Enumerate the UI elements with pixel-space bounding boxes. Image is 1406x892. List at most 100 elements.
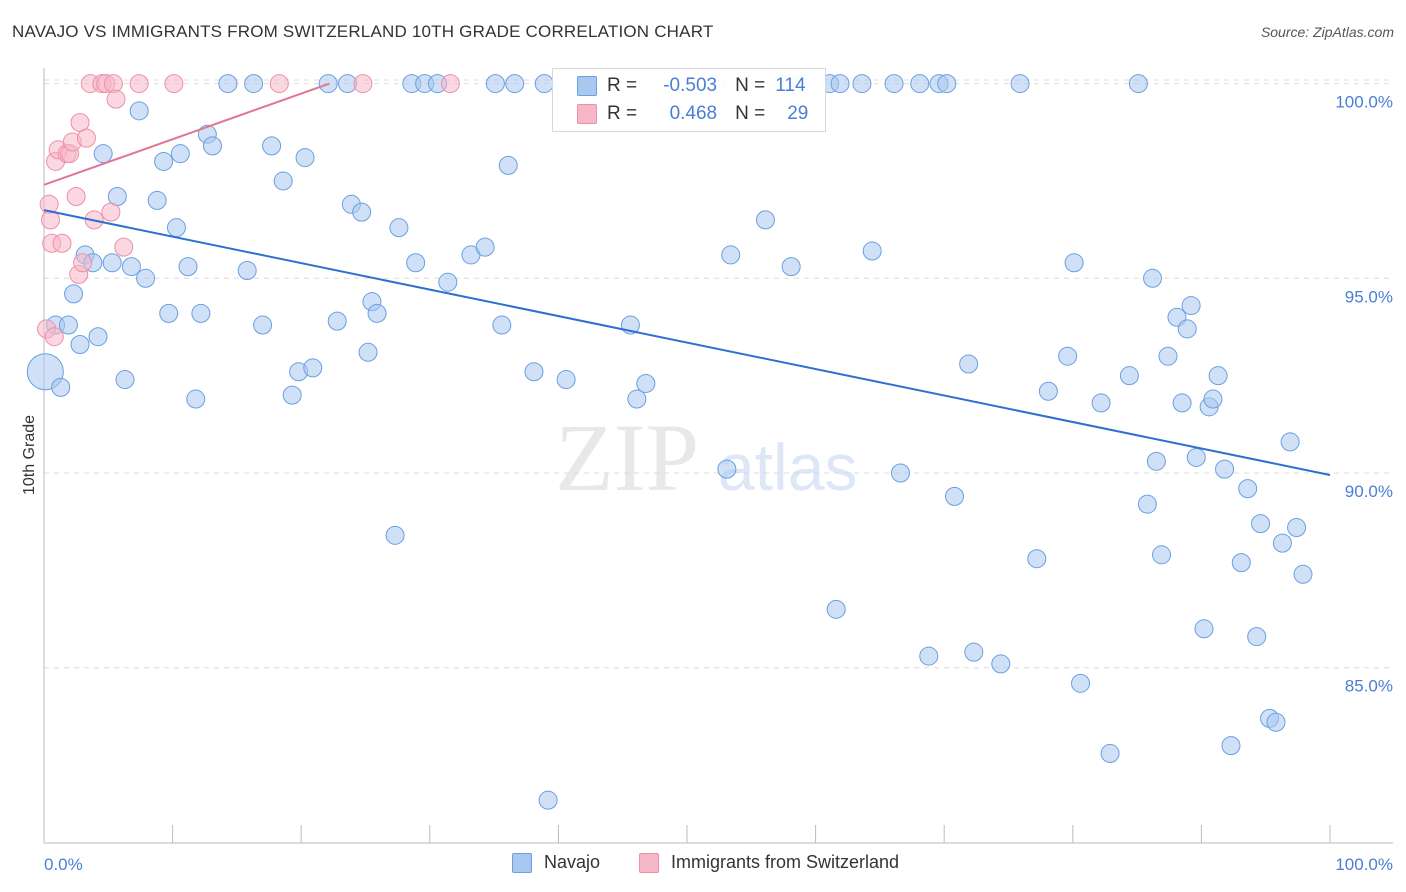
navajo-point (1238, 479, 1258, 499)
navajo-point (88, 327, 108, 347)
navajo-r-value: -0.503 (663, 75, 718, 96)
navajo-point (1272, 533, 1292, 553)
swiss-trend-line (43, 82, 330, 186)
navajo-point (178, 257, 198, 277)
legend-item-navajo[interactable]: Navajo (512, 852, 600, 873)
navajo-point (191, 303, 211, 323)
legend-row-swiss: R = 0.468 N = 29 (577, 101, 808, 127)
swiss-point (73, 253, 93, 273)
navajo-point (237, 261, 257, 281)
navajo-point (129, 101, 149, 121)
navajo-point (1287, 518, 1307, 538)
navajo-point (937, 74, 957, 94)
navajo-point (755, 210, 775, 230)
navajo-point (959, 354, 979, 374)
swiss-point (440, 74, 460, 94)
navajo-point (1158, 346, 1178, 366)
navajo-point (1181, 296, 1201, 316)
navajo-point (826, 599, 846, 619)
navajo-point (636, 373, 656, 393)
navajo-point (1208, 366, 1228, 386)
navajo-point (1203, 389, 1223, 409)
navajo-point (121, 257, 141, 277)
y-tick-label: 95.0% (1345, 287, 1393, 306)
navajo-trend-line (43, 209, 1331, 476)
navajo-point (498, 155, 518, 175)
swiss-point (106, 89, 126, 109)
swiss-r-label: R = (607, 103, 638, 124)
navajo-point (1058, 346, 1078, 366)
navajo-point (1010, 74, 1030, 94)
navajo-point (1186, 447, 1206, 467)
navajo-point (1293, 564, 1313, 584)
watermark-atlas: atlas (718, 430, 857, 504)
navajo-point (389, 218, 409, 238)
navajo-point (910, 74, 930, 94)
swiss-point (66, 187, 86, 207)
swiss-point (269, 74, 289, 94)
y-tick-label: 100.0% (1335, 93, 1393, 112)
swiss-point (129, 74, 149, 94)
navajo-point (406, 253, 426, 273)
navajo-point (919, 646, 939, 666)
navajo-point (1027, 549, 1047, 569)
navajo-point (327, 311, 347, 331)
correlation-legend: R = -0.503 N = 114 R = 0.468 N = 29 (552, 68, 826, 132)
navajo-point (944, 486, 964, 506)
navajo-point (1038, 381, 1058, 401)
gridlines (44, 79, 1393, 669)
swiss-point (103, 74, 123, 94)
navajo-point (1247, 627, 1267, 647)
navajo-point (147, 190, 167, 210)
legend-navajo-label: Navajo (544, 852, 601, 872)
navajo-point (1221, 736, 1241, 756)
source-label: Source: ZipAtlas.com (1260, 24, 1394, 40)
navajo-point (505, 74, 525, 94)
navajo-point (303, 358, 323, 378)
navajo-point (1280, 432, 1300, 452)
data-points (26, 74, 1313, 810)
navajo-point (492, 315, 512, 335)
navajo-point (358, 342, 378, 362)
navajo-point (485, 74, 505, 94)
navajo-n-label: N = (735, 75, 766, 96)
swiss-point (114, 237, 134, 257)
navajo-point (1172, 393, 1192, 413)
navajo-point (244, 74, 264, 94)
navajo-point (991, 654, 1011, 674)
navajo-point (1251, 514, 1271, 534)
navajo-point (1266, 712, 1286, 732)
navajo-point (534, 74, 554, 94)
navajo-point (218, 74, 238, 94)
legend-swiss-swatch (639, 852, 659, 873)
swiss-n-label: N = (735, 103, 766, 124)
navajo-point (64, 284, 84, 304)
navajo-point (253, 315, 273, 335)
navajo-point (166, 218, 186, 238)
navajo-point (1194, 619, 1214, 639)
navajo-point (1071, 673, 1091, 693)
series-legend: Navajo Immigrants from Switzerland (0, 852, 1406, 878)
navajo-point (136, 268, 156, 288)
watermark-zip: ZIP (555, 404, 699, 511)
navajo-point (721, 245, 741, 265)
swiss-point (52, 233, 72, 253)
navajo-point (58, 315, 78, 335)
navajo-point (295, 148, 315, 168)
navajo-point (538, 790, 558, 810)
navajo-point (1091, 393, 1111, 413)
navajo-point (1137, 494, 1157, 514)
navajo-point (627, 389, 647, 409)
navajo-point (475, 237, 495, 257)
navajo-point (852, 74, 872, 94)
navajo-point (1177, 319, 1197, 339)
legend-item-swiss[interactable]: Immigrants from Switzerland (639, 852, 899, 873)
navajo-point (385, 525, 405, 545)
swiss-r-value: 0.468 (669, 103, 718, 124)
navajo-point (1064, 253, 1084, 273)
navajo-point (1128, 74, 1148, 94)
y-tick-labels: 100.0% 95.0% 90.0% 85.0% (1335, 93, 1393, 696)
swiss-swatch (577, 104, 597, 124)
legend-row-navajo: R = -0.503 N = 114 (577, 73, 806, 99)
